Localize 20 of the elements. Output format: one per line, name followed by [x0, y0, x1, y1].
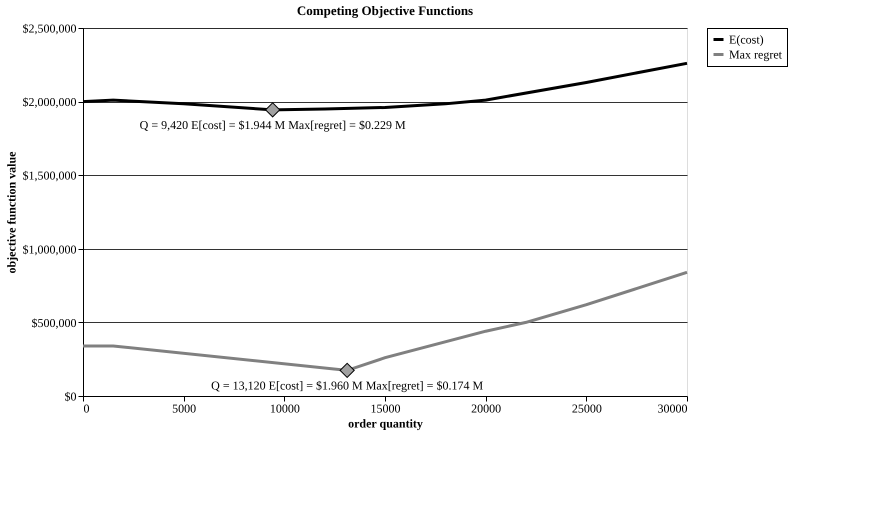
annotation: Q = 9,420 E[cost] = $1.944 M Max[regret] = $0.229 M	[140, 118, 406, 132]
chart-title: Competing Objective Functions	[296, 3, 474, 18]
x-tick-label: 20000	[471, 402, 502, 416]
x-tick-label: 15000	[370, 402, 400, 416]
y-axis-title: objective function value	[4, 150, 18, 274]
x-tick-label: 10000	[270, 402, 300, 416]
y-tick-label: $1,000,000	[22, 242, 76, 256]
x-axis-title: order quantity	[348, 416, 423, 430]
y-tick-label: $1,500,000	[22, 168, 76, 183]
x-tick-label: 25000	[572, 402, 602, 416]
legend-label: Max regret	[729, 48, 783, 62]
y-tick-label: $500,000	[32, 316, 76, 330]
legend-label: E(cost)	[729, 32, 764, 46]
x-tick-label: 5000	[172, 402, 196, 416]
y-tick-label: $0	[64, 390, 76, 404]
y-tick-label: $2,000,000	[22, 95, 76, 110]
x-tick-label: 0	[84, 402, 90, 416]
x-tick-label: 30000	[658, 402, 688, 416]
annotation: Q = 13,120 E[cost] = $1.960 M Max[regret] = $0.174 M	[211, 378, 484, 392]
y-tick-label: $2,500,000	[22, 22, 76, 36]
